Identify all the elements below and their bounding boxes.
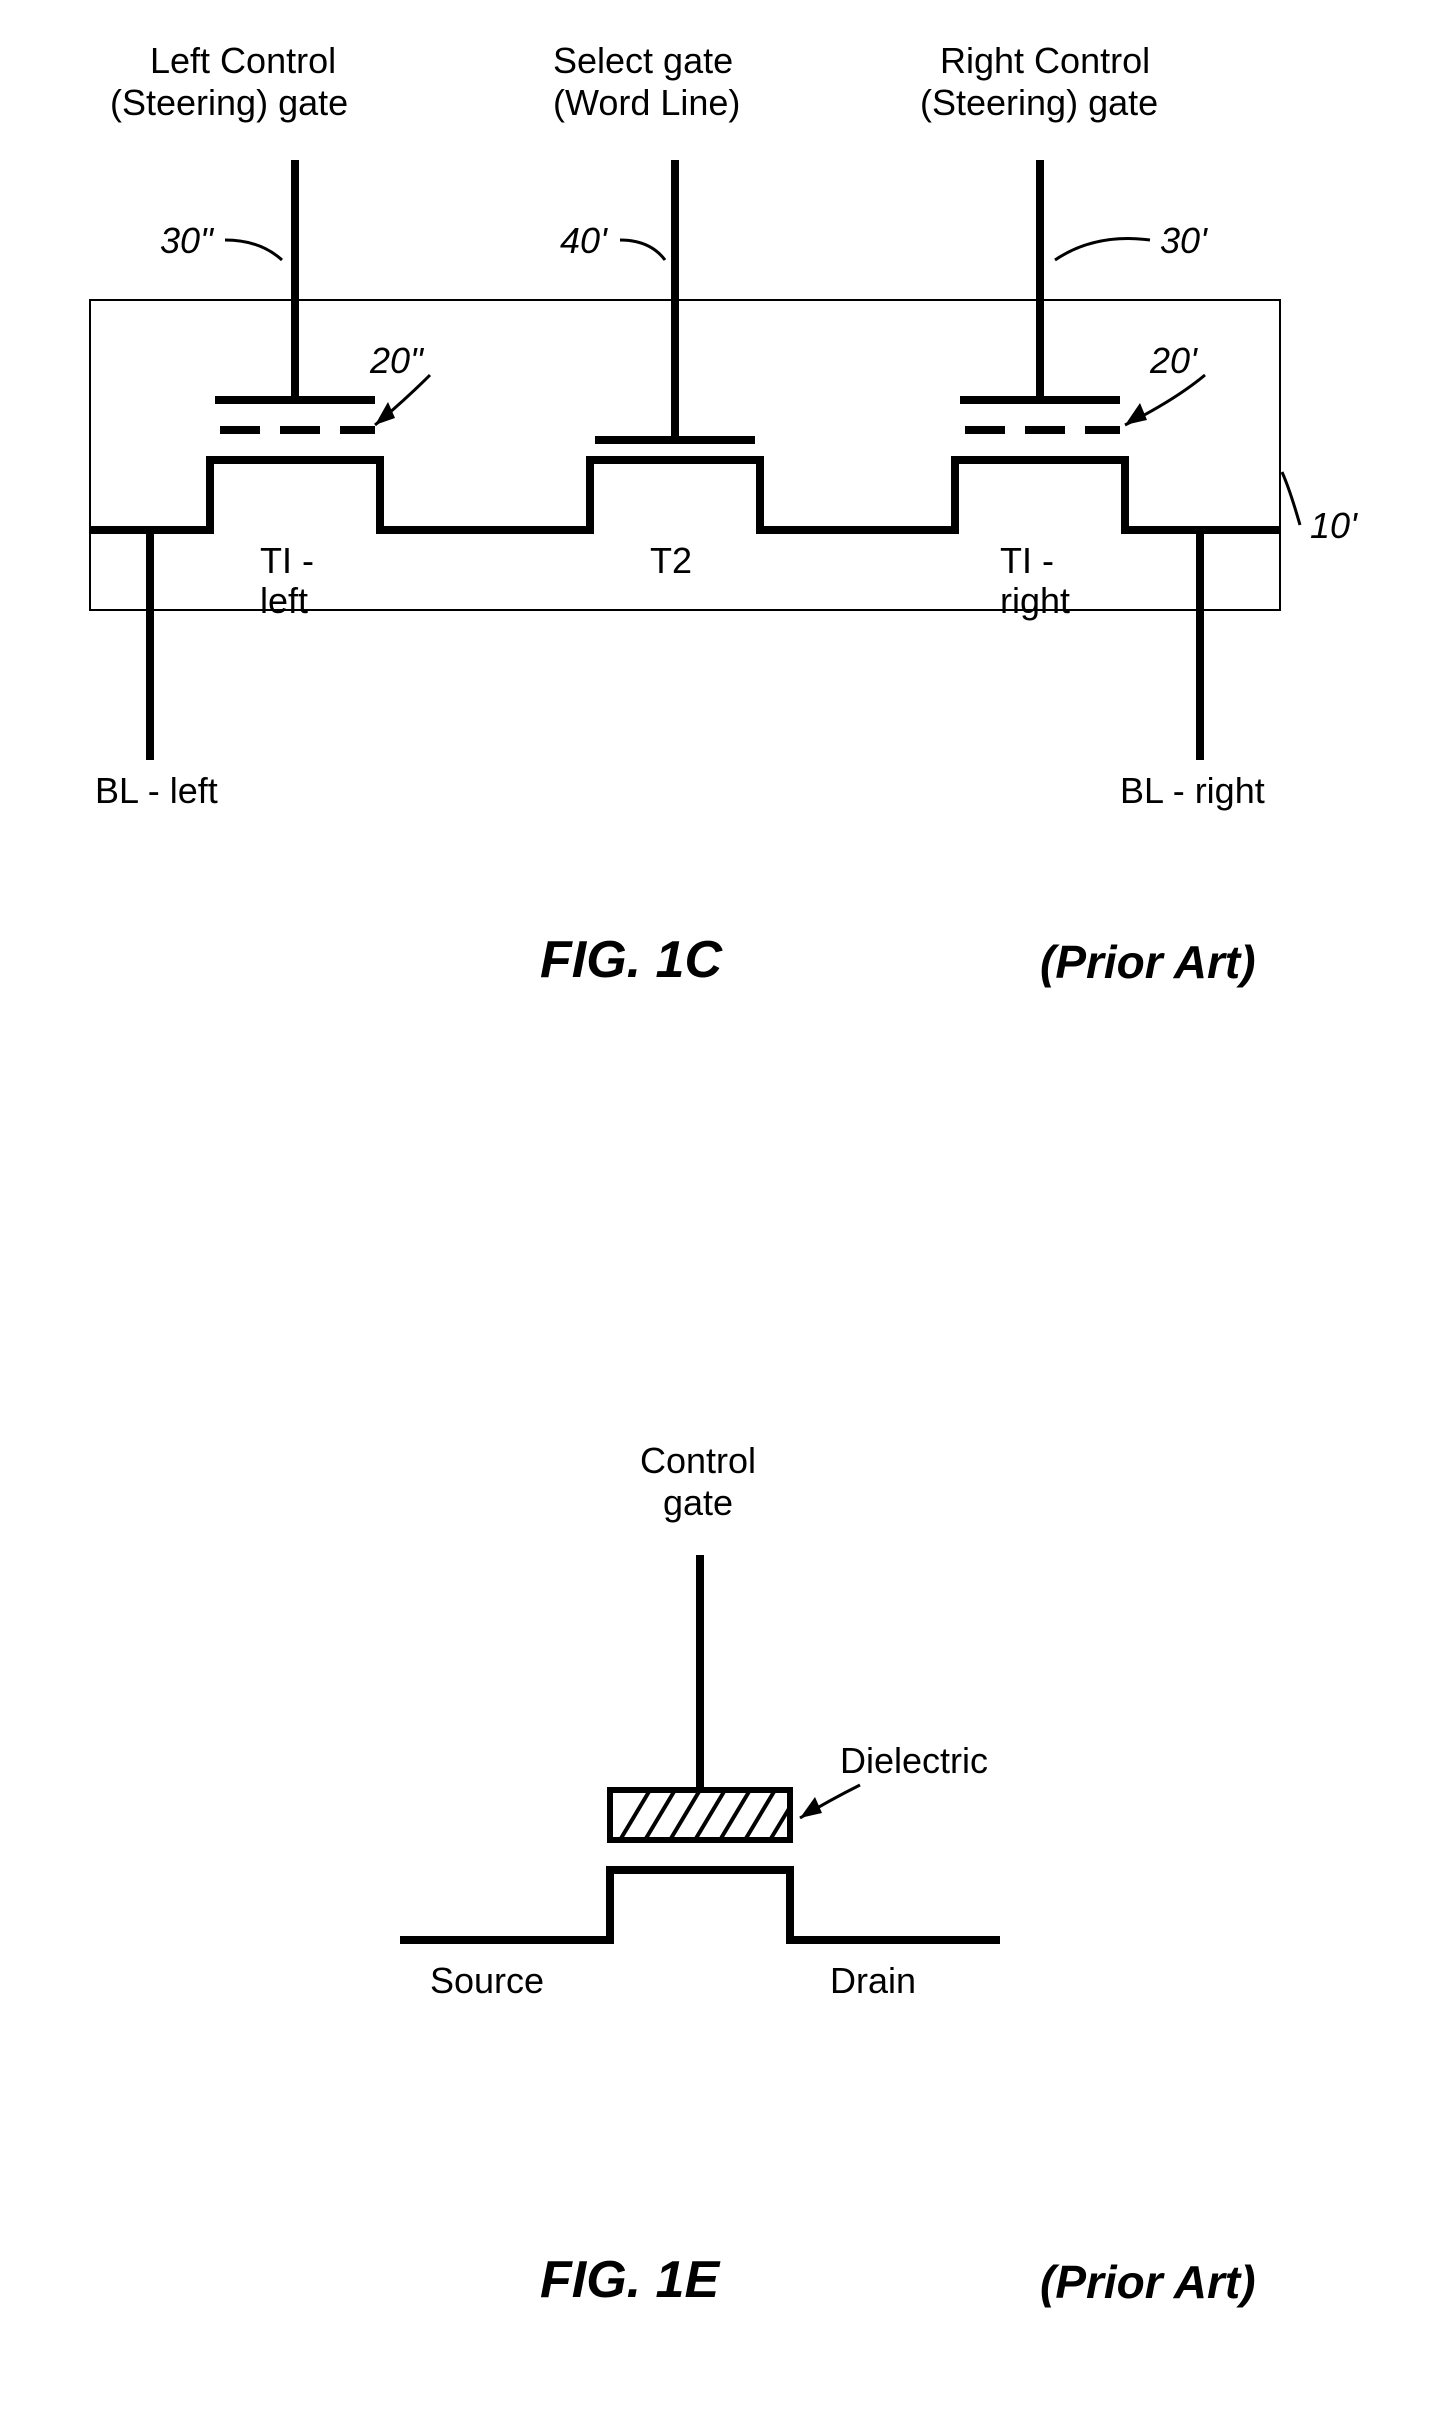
- fig1c-svg: [0, 0, 1430, 1000]
- fig1e-dielectric-leader-arrow: [800, 1797, 822, 1818]
- page: Left Control (Steering) gate Select gate…: [0, 0, 1430, 2412]
- fig1c-substrate-path: [90, 460, 1280, 530]
- fig1c-leader-30dd: [225, 240, 282, 260]
- fig1c-leader-20d-arrow: [1125, 403, 1147, 425]
- fig1e-substrate-path: [400, 1870, 1000, 1940]
- fig1e-dielectric-box: [610, 1790, 790, 1840]
- fig1c-leader-10d: [1282, 472, 1300, 525]
- fig1e-svg: [0, 1400, 1430, 2400]
- fig1c-leader-30d: [1055, 239, 1150, 260]
- fig1c-boundary-box: [90, 300, 1280, 610]
- fig1c-leader-40d: [620, 240, 665, 260]
- fig1c-leader-20dd-arrow: [375, 402, 395, 425]
